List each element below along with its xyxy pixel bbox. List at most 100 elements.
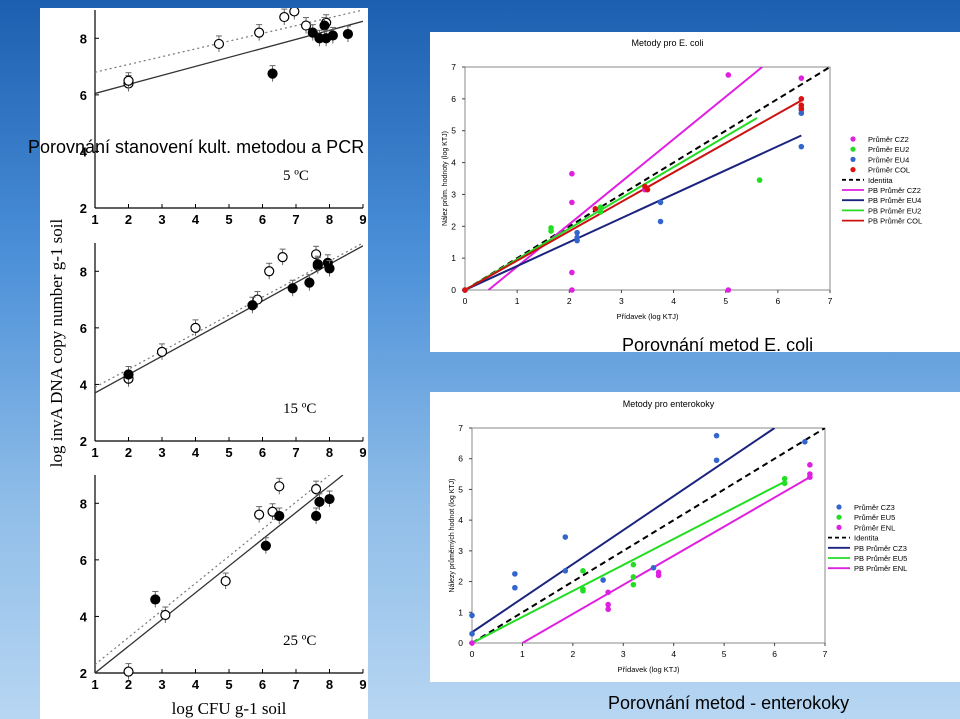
x-tick-label: 0 [463,296,468,306]
left-data-point [289,8,300,17]
series-line-pb-průměr-eu5 [472,480,786,643]
y-tick-label: 0 [458,638,463,648]
data-point [802,439,808,445]
left-x-tick-label: 4 [192,677,200,692]
left-data-point [123,75,134,86]
legend-entry: Průměr EU5 [854,513,895,522]
series-line-pb-průměr-eu2 [465,117,758,290]
data-point [512,584,518,591]
legend-entry: Průměr EU2 [868,145,909,154]
series-line-identita [472,428,825,643]
left-regression-line [95,475,344,673]
plot-area [464,66,831,291]
data-point [548,225,554,231]
legend-marker [850,146,856,152]
data-point [798,96,805,102]
x-tick-label: 5 [722,649,727,659]
left-data-point [300,20,312,31]
left-regression-line [95,245,363,394]
data-point [569,170,575,177]
data-point [781,480,788,487]
left-y-tick-label: 6 [80,321,87,336]
left-y-tick-label: 2 [80,201,87,216]
x-tick-label: 7 [828,296,833,306]
data-point [725,287,732,293]
data-point [657,199,664,206]
data-point [569,199,575,206]
left-data-point [213,38,225,50]
left-data-point [324,263,335,274]
y-axis-label: Nálezy průměrných hodnot (log KTJ) [448,479,456,593]
data-point [807,471,813,477]
left-x-tick-label: 1 [91,212,98,227]
data-point [605,606,611,613]
data-point [574,234,580,241]
legend-entry: Průměr ENL [854,523,895,532]
y-tick-label: 1 [451,253,456,263]
left-data-point [150,594,161,605]
data-point [798,102,805,109]
data-point [605,601,611,608]
legend-entry: Průměr CZ2 [868,135,909,144]
x-tick-label: 0 [470,649,475,659]
left-y-tick-label: 8 [80,264,87,279]
left-data-point [274,481,285,492]
left-x-tick-label: 5 [225,677,232,692]
left-y-tick-label: 4 [80,609,88,624]
legend-marker [850,167,856,173]
left-y-tick-label: 4 [80,144,88,159]
left-regression-line-dotted [95,475,330,665]
data-point [580,568,586,574]
legend-entry: PB Průměr CZ2 [868,186,921,195]
x-tick-label: 2 [570,649,575,659]
left-y-tick-label: 2 [80,434,87,449]
left-data-point [274,510,285,522]
data-point [562,534,569,540]
x-tick-label: 3 [619,296,624,306]
ecoli-chart-svg: Metody pro E. coli 0 1 2 3 4 5 6 7 0 1 2 3 4 5 6 7 Přídav… [441,38,922,321]
data-point [562,568,569,574]
y-tick-label: 2 [458,577,463,587]
left-data-point [190,322,201,333]
legend-entry: PB Průměr EU5 [854,554,907,563]
data-point [469,640,475,646]
left-data-point [311,484,322,495]
x-axis-label: Přídavek (log KTJ) [617,665,680,674]
y-tick-label: 5 [451,126,456,136]
x-tick-label: 4 [671,649,676,659]
data-point [657,218,664,225]
data-point [713,432,720,439]
left-x-tick-label: 9 [359,212,366,227]
left-y-tick-label: 4 [80,377,88,392]
left-data-point [307,27,318,38]
series-lines [472,428,825,643]
x-tick-label: 5 [723,296,728,306]
left-data-point [287,283,298,294]
x-tick-label: 3 [621,649,626,659]
chart-title: Metody pro enterokoky [623,399,715,409]
left-regression-line-dotted [95,10,363,73]
left-x-tick-label: 3 [158,677,165,692]
left-y-tick-label: 6 [80,553,87,568]
left-data-point [264,266,275,277]
x-tick-label: 7 [823,649,828,659]
left-x-tick-label: 7 [292,677,299,692]
left-data-point [156,346,168,357]
left-x-tick-label: 3 [158,212,165,227]
left-x-tick-label: 2 [125,677,132,692]
data-point [592,205,599,212]
left-x-tick-label: 1 [91,445,98,460]
x-tick-label: 1 [515,296,520,306]
data-point [574,229,580,236]
data-point [655,569,662,576]
y-tick-label: 6 [458,454,463,464]
left-data-point [123,369,134,380]
legend-entry: PB Průměr ENL [854,564,907,573]
panel-temperature-label: 5 ºC [283,168,309,184]
left-regression-line-dotted [95,243,363,388]
data-point [644,186,651,193]
left-data-point [304,277,315,288]
data-point [597,209,604,215]
left-data-point [254,509,265,520]
